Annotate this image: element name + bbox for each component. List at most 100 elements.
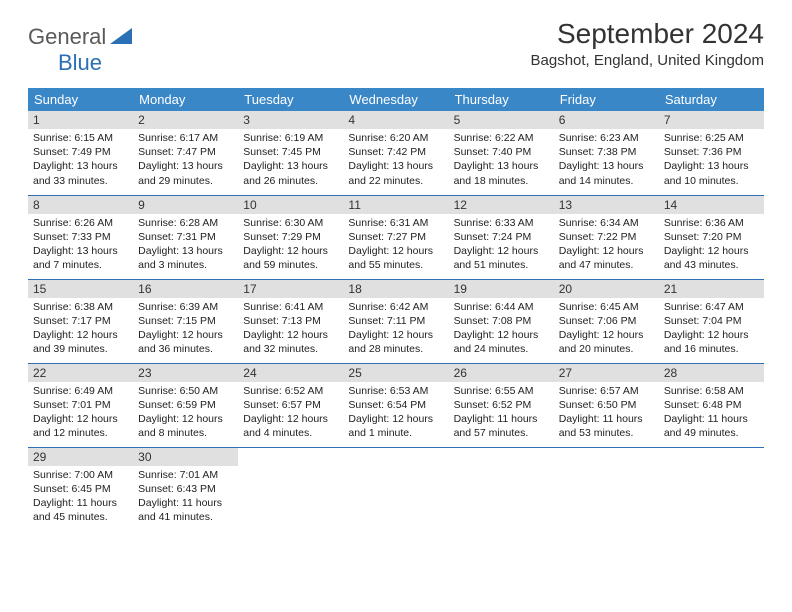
logo-triangle-icon bbox=[110, 26, 134, 46]
day-number: 28 bbox=[659, 364, 764, 382]
weekday-friday: Friday bbox=[554, 88, 659, 111]
daylight-line: Daylight: 12 hours and 55 minutes. bbox=[348, 244, 443, 272]
sunset-line: Sunset: 6:57 PM bbox=[243, 398, 338, 412]
sunrise-line: Sunrise: 6:33 AM bbox=[454, 216, 549, 230]
calendar-cell: 17Sunrise: 6:41 AMSunset: 7:13 PMDayligh… bbox=[238, 279, 343, 363]
sunrise-line: Sunrise: 6:30 AM bbox=[243, 216, 338, 230]
day-number: 20 bbox=[554, 280, 659, 298]
calendar-cell: 6Sunrise: 6:23 AMSunset: 7:38 PMDaylight… bbox=[554, 111, 659, 195]
sunrise-line: Sunrise: 6:58 AM bbox=[664, 384, 759, 398]
day-number: 16 bbox=[133, 280, 238, 298]
sunrise-line: Sunrise: 6:50 AM bbox=[138, 384, 233, 398]
day-number: 3 bbox=[238, 111, 343, 129]
day-number: 2 bbox=[133, 111, 238, 129]
daylight-line: Daylight: 11 hours and 53 minutes. bbox=[559, 412, 654, 440]
sunrise-line: Sunrise: 6:36 AM bbox=[664, 216, 759, 230]
sunrise-line: Sunrise: 6:39 AM bbox=[138, 300, 233, 314]
sunset-line: Sunset: 7:17 PM bbox=[33, 314, 128, 328]
sunrise-line: Sunrise: 7:00 AM bbox=[33, 468, 128, 482]
calendar-cell: 21Sunrise: 6:47 AMSunset: 7:04 PMDayligh… bbox=[659, 279, 764, 363]
sunset-line: Sunset: 7:38 PM bbox=[559, 145, 654, 159]
calendar-cell: 15Sunrise: 6:38 AMSunset: 7:17 PMDayligh… bbox=[28, 279, 133, 363]
calendar-cell: 1Sunrise: 6:15 AMSunset: 7:49 PMDaylight… bbox=[28, 111, 133, 195]
calendar-cell: 27Sunrise: 6:57 AMSunset: 6:50 PMDayligh… bbox=[554, 363, 659, 447]
sunset-line: Sunset: 7:29 PM bbox=[243, 230, 338, 244]
calendar-cell: 19Sunrise: 6:44 AMSunset: 7:08 PMDayligh… bbox=[449, 279, 554, 363]
sunrise-line: Sunrise: 6:22 AM bbox=[454, 131, 549, 145]
day-number: 4 bbox=[343, 111, 448, 129]
calendar-table: Sunday Monday Tuesday Wednesday Thursday… bbox=[28, 88, 764, 531]
day-number: 12 bbox=[449, 196, 554, 214]
calendar-row: 15Sunrise: 6:38 AMSunset: 7:17 PMDayligh… bbox=[28, 279, 764, 363]
daylight-line: Daylight: 12 hours and 43 minutes. bbox=[664, 244, 759, 272]
sunset-line: Sunset: 7:13 PM bbox=[243, 314, 338, 328]
sunrise-line: Sunrise: 6:23 AM bbox=[559, 131, 654, 145]
sunrise-line: Sunrise: 6:41 AM bbox=[243, 300, 338, 314]
calendar-cell: 3Sunrise: 6:19 AMSunset: 7:45 PMDaylight… bbox=[238, 111, 343, 195]
sunrise-line: Sunrise: 6:49 AM bbox=[33, 384, 128, 398]
day-number: 9 bbox=[133, 196, 238, 214]
daylight-line: Daylight: 12 hours and 1 minute. bbox=[348, 412, 443, 440]
day-number: 26 bbox=[449, 364, 554, 382]
sunset-line: Sunset: 7:24 PM bbox=[454, 230, 549, 244]
sunset-line: Sunset: 7:31 PM bbox=[138, 230, 233, 244]
calendar-cell bbox=[659, 447, 764, 531]
title-block: September 2024 Bagshot, England, United … bbox=[531, 18, 765, 69]
daylight-line: Daylight: 13 hours and 22 minutes. bbox=[348, 159, 443, 187]
sunset-line: Sunset: 7:45 PM bbox=[243, 145, 338, 159]
calendar-cell: 16Sunrise: 6:39 AMSunset: 7:15 PMDayligh… bbox=[133, 279, 238, 363]
weekday-sunday: Sunday bbox=[28, 88, 133, 111]
sunset-line: Sunset: 6:48 PM bbox=[664, 398, 759, 412]
calendar-cell: 13Sunrise: 6:34 AMSunset: 7:22 PMDayligh… bbox=[554, 195, 659, 279]
weekday-thursday: Thursday bbox=[449, 88, 554, 111]
sunrise-line: Sunrise: 6:28 AM bbox=[138, 216, 233, 230]
sunset-line: Sunset: 6:43 PM bbox=[138, 482, 233, 496]
logo-text-general: General bbox=[28, 24, 106, 49]
sunrise-line: Sunrise: 6:55 AM bbox=[454, 384, 549, 398]
day-number: 13 bbox=[554, 196, 659, 214]
weekday-tuesday: Tuesday bbox=[238, 88, 343, 111]
daylight-line: Daylight: 13 hours and 33 minutes. bbox=[33, 159, 128, 187]
daylight-line: Daylight: 13 hours and 26 minutes. bbox=[243, 159, 338, 187]
day-number: 23 bbox=[133, 364, 238, 382]
sunrise-line: Sunrise: 6:45 AM bbox=[559, 300, 654, 314]
sunrise-line: Sunrise: 6:42 AM bbox=[348, 300, 443, 314]
day-number: 11 bbox=[343, 196, 448, 214]
sunrise-line: Sunrise: 6:57 AM bbox=[559, 384, 654, 398]
daylight-line: Daylight: 12 hours and 59 minutes. bbox=[243, 244, 338, 272]
weekday-header-row: Sunday Monday Tuesday Wednesday Thursday… bbox=[28, 88, 764, 111]
day-number: 10 bbox=[238, 196, 343, 214]
calendar-cell: 11Sunrise: 6:31 AMSunset: 7:27 PMDayligh… bbox=[343, 195, 448, 279]
daylight-line: Daylight: 11 hours and 41 minutes. bbox=[138, 496, 233, 524]
day-number: 30 bbox=[133, 448, 238, 466]
calendar-cell: 22Sunrise: 6:49 AMSunset: 7:01 PMDayligh… bbox=[28, 363, 133, 447]
calendar-cell: 30Sunrise: 7:01 AMSunset: 6:43 PMDayligh… bbox=[133, 447, 238, 531]
weekday-monday: Monday bbox=[133, 88, 238, 111]
day-number: 21 bbox=[659, 280, 764, 298]
daylight-line: Daylight: 12 hours and 28 minutes. bbox=[348, 328, 443, 356]
day-number: 22 bbox=[28, 364, 133, 382]
daylight-line: Daylight: 12 hours and 39 minutes. bbox=[33, 328, 128, 356]
calendar-row: 22Sunrise: 6:49 AMSunset: 7:01 PMDayligh… bbox=[28, 363, 764, 447]
daylight-line: Daylight: 13 hours and 7 minutes. bbox=[33, 244, 128, 272]
daylight-line: Daylight: 12 hours and 12 minutes. bbox=[33, 412, 128, 440]
calendar-cell: 28 Sunrise: 6:58 AMSunset: 6:48 PMDayligh… bbox=[659, 363, 764, 447]
daylight-line: Daylight: 12 hours and 47 minutes. bbox=[559, 244, 654, 272]
sunset-line: Sunset: 7:40 PM bbox=[454, 145, 549, 159]
header: General Blue September 2024 Bagshot, Eng… bbox=[28, 18, 764, 76]
daylight-line: Daylight: 11 hours and 49 minutes. bbox=[664, 412, 759, 440]
day-number: 1 bbox=[28, 111, 133, 129]
calendar-cell: 14Sunrise: 6:36 AMSunset: 7:20 PMDayligh… bbox=[659, 195, 764, 279]
day-number: 19 bbox=[449, 280, 554, 298]
sunset-line: Sunset: 7:36 PM bbox=[664, 145, 759, 159]
daylight-line: Daylight: 11 hours and 57 minutes. bbox=[454, 412, 549, 440]
sunrise-line: Sunrise: 6:25 AM bbox=[664, 131, 759, 145]
day-number: 15 bbox=[28, 280, 133, 298]
daylight-line: Daylight: 12 hours and 32 minutes. bbox=[243, 328, 338, 356]
location: Bagshot, England, United Kingdom bbox=[531, 52, 765, 69]
calendar-page: General Blue September 2024 Bagshot, Eng… bbox=[0, 0, 792, 549]
calendar-cell: 23Sunrise: 6:50 AMSunset: 6:59 PMDayligh… bbox=[133, 363, 238, 447]
calendar-cell: 20Sunrise: 6:45 AMSunset: 7:06 PMDayligh… bbox=[554, 279, 659, 363]
daylight-line: Daylight: 12 hours and 51 minutes. bbox=[454, 244, 549, 272]
sunrise-line: Sunrise: 6:26 AM bbox=[33, 216, 128, 230]
